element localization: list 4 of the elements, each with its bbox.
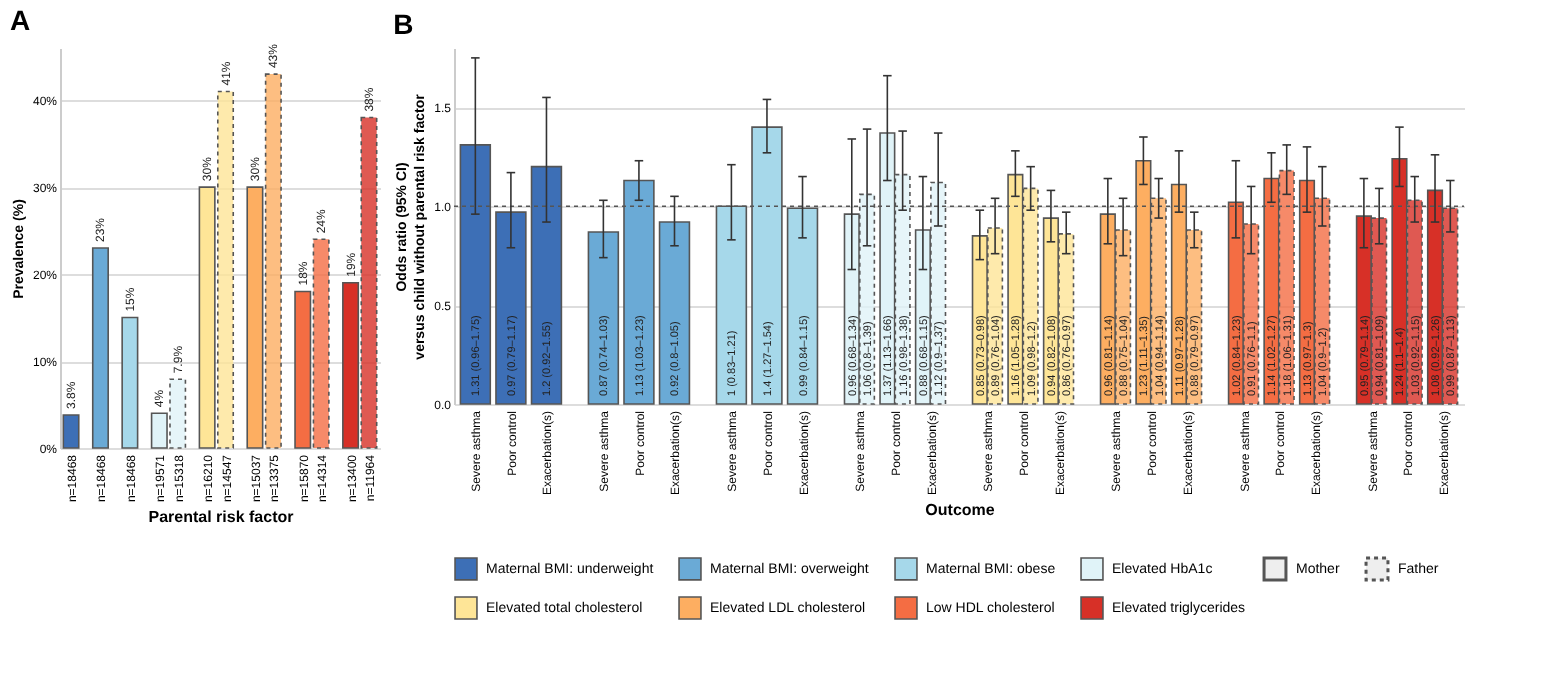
x-axis-title: Outcome: [925, 501, 996, 520]
chart-title: A: [9, 4, 31, 37]
chart-title: B: [393, 8, 414, 40]
x-axis-title: Parental risk factor: [148, 508, 294, 527]
